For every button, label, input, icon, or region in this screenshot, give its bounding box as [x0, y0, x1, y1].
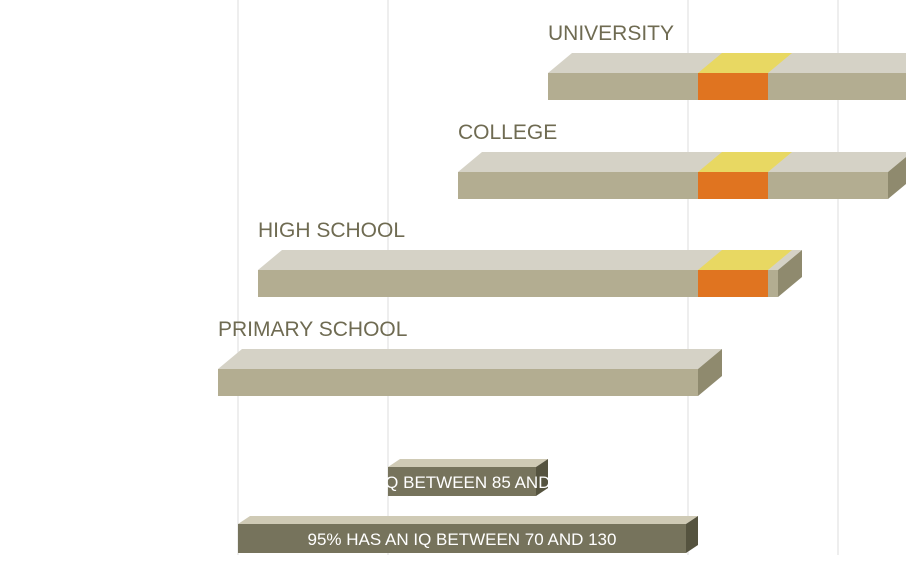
- bar-college-side: [888, 157, 906, 199]
- band-1-front: [388, 467, 536, 496]
- bar-high-school-front: [258, 270, 778, 297]
- marker-high-school-top: [698, 250, 792, 270]
- marker-high-school: [698, 270, 768, 297]
- band-2-label: 95% HAS AN IQ BETWEEN 70 AND 130: [308, 530, 617, 549]
- iq-bands: 70% IQ BETWEEN 85 AND 115 95% HAS AN IQ B…: [238, 459, 698, 553]
- bar-high-school-side: [778, 250, 802, 297]
- marker-university-top: [698, 53, 792, 73]
- band-1-side: [536, 459, 548, 496]
- bar-high-school-top: [258, 250, 802, 270]
- bar-primary-school-front: [218, 369, 698, 396]
- marker-college-top: [698, 152, 792, 172]
- bar-primary-school: [218, 349, 722, 396]
- bar-primary-school-side: [698, 349, 722, 396]
- marker-college: [698, 172, 768, 199]
- bar-college: [458, 152, 906, 199]
- band-1-top: [388, 459, 548, 467]
- label-university: UNIVERSITY: [548, 22, 674, 45]
- label-primary-school: PRIMARY SCHOOL: [218, 318, 407, 341]
- bar-college-front: [458, 172, 888, 199]
- marker-university: [698, 73, 768, 100]
- bar-college-top: [458, 152, 906, 172]
- band-1: [388, 459, 548, 496]
- band-2-top: [238, 516, 698, 524]
- bar-high-school: [258, 250, 802, 297]
- bar-primary-school-top: [218, 349, 722, 369]
- label-high-school: HIGH SCHOOL: [258, 219, 405, 242]
- education-bars: UNIVERSITY COLLEGE HIGH SCHOOL PRIMARY SCHO…: [218, 22, 906, 396]
- band-2: [238, 516, 698, 553]
- label-college: COLLEGE: [458, 121, 557, 144]
- band-2-front: [238, 524, 686, 553]
- band-1-label: 70% IQ BETWEEN 85 AND 115: [342, 473, 583, 492]
- bar-university: [548, 53, 906, 100]
- band-2-side: [686, 516, 698, 553]
